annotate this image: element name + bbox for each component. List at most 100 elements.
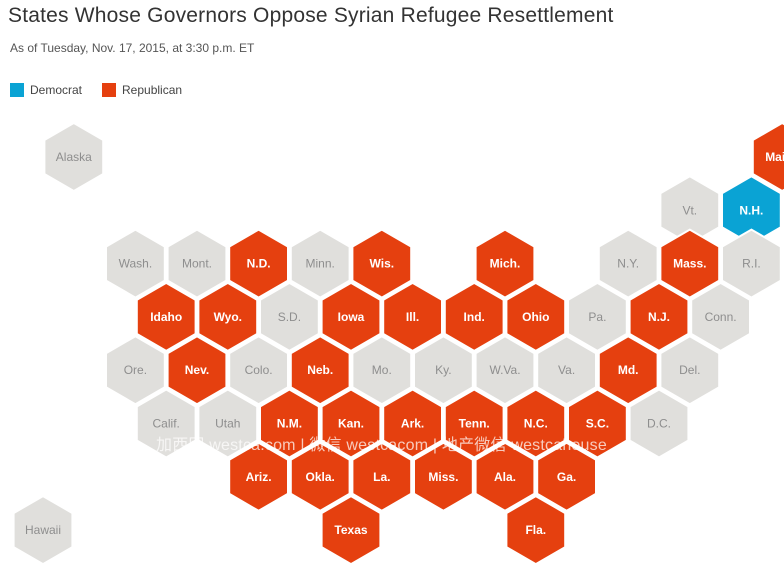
state-label: Ariz. — [246, 470, 272, 484]
state-hex — [443, 388, 505, 459]
state-hex — [659, 228, 721, 299]
state-tile-maine: Maine — [751, 121, 784, 193]
state-hex — [567, 281, 628, 353]
state-label: Va. — [558, 363, 575, 377]
state-label: Ill. — [406, 310, 419, 324]
state-tile-mich: Mich. — [474, 228, 536, 299]
state-hex — [43, 121, 105, 193]
state-label: Mont. — [182, 257, 212, 271]
state-hex — [536, 335, 597, 406]
state-label: Md. — [618, 363, 639, 377]
state-hex — [228, 441, 289, 512]
state-hex — [228, 228, 289, 299]
state-tile-pa: Pa. — [567, 281, 628, 353]
state-tile-n-c: N.C. — [505, 388, 567, 459]
state-tile-va: Va. — [536, 335, 597, 406]
state-label: Ga. — [557, 470, 576, 484]
state-label: S.D. — [278, 310, 301, 324]
state-hex — [351, 441, 413, 512]
state-hex — [413, 441, 474, 512]
state-label: Maine — [765, 150, 784, 164]
state-label: Ore. — [124, 363, 147, 377]
state-hex — [289, 441, 351, 512]
republican-legend-label: Republican — [122, 83, 183, 97]
state-label: Kan. — [338, 417, 364, 431]
state-tile-iowa: Iowa — [320, 281, 382, 353]
state-tile-r-i: R.I. — [721, 228, 782, 299]
state-tile-conn: Conn. — [690, 281, 751, 353]
state-tile-nev: Nev. — [166, 335, 228, 406]
state-label: N.J. — [648, 310, 670, 324]
state-label: R.I. — [742, 257, 761, 271]
state-hex — [135, 388, 197, 459]
state-label: Ohio — [522, 310, 549, 324]
chart-subtitle: As of Tuesday, Nov. 17, 2015, at 3:30 p.… — [10, 41, 255, 55]
state-tile-ill: Ill. — [382, 281, 443, 353]
state-label: Neb. — [307, 363, 333, 377]
state-label: Okla. — [306, 470, 335, 484]
state-label: Conn. — [705, 310, 737, 324]
state-label: Wash. — [119, 257, 153, 271]
state-label: Fla. — [525, 523, 546, 537]
state-tile-fla: Fla. — [505, 494, 567, 566]
state-hex — [12, 494, 74, 566]
state-tile-ariz: Ariz. — [228, 441, 289, 512]
state-hex — [690, 281, 751, 353]
state-label: Ind. — [464, 310, 485, 324]
state-tile-alaska: Alaska — [43, 121, 105, 193]
state-hex — [351, 335, 413, 406]
state-label: N.M. — [277, 417, 302, 431]
state-tile-s-d: S.D. — [259, 281, 320, 353]
state-hex — [505, 281, 567, 353]
republican-swatch — [102, 83, 116, 97]
chart-title: States Whose Governors Oppose Syrian Ref… — [8, 4, 614, 27]
state-tile-colo: Colo. — [228, 335, 289, 406]
state-hex — [320, 281, 382, 353]
state-tile-ala: Ala. — [474, 441, 536, 512]
state-tile-calif: Calif. — [135, 388, 197, 459]
state-tile-n-j: N.J. — [628, 281, 690, 353]
state-hex — [413, 335, 474, 406]
state-hex — [536, 441, 597, 512]
state-label: N.H. — [739, 203, 763, 217]
state-tile-d-c: D.C. — [628, 388, 690, 459]
state-label: Calif. — [153, 417, 180, 431]
state-tile-idaho: Idaho — [135, 281, 197, 353]
state-label: Ky. — [435, 363, 451, 377]
state-label: Idaho — [150, 310, 182, 324]
state-hex — [505, 388, 567, 459]
state-hex — [751, 121, 784, 193]
state-hex — [382, 281, 443, 353]
state-hex — [443, 281, 505, 353]
state-label: Utah — [215, 417, 240, 431]
state-label: Hawaii — [25, 523, 61, 537]
state-label: Iowa — [338, 310, 365, 324]
state-hex — [721, 228, 782, 299]
state-tile-ky: Ky. — [413, 335, 474, 406]
state-label: N.D. — [247, 257, 271, 271]
state-label: N.Y. — [617, 257, 639, 271]
state-tile-wyo: Wyo. — [197, 281, 259, 353]
state-tile-del: Del. — [659, 335, 721, 406]
state-tile-hawaii: Hawaii — [12, 494, 74, 566]
state-label: W.Va. — [489, 363, 520, 377]
state-tile-kan: Kan. — [320, 388, 382, 459]
state-tile-utah: Utah — [197, 388, 259, 459]
state-tile-wis: Wis. — [351, 228, 413, 299]
state-hex — [474, 228, 536, 299]
state-tile-ga: Ga. — [536, 441, 597, 512]
state-tile-md: Md. — [597, 335, 659, 406]
state-tile-la: La. — [351, 441, 413, 512]
state-hex — [351, 228, 413, 299]
state-hex — [166, 228, 228, 299]
state-hex — [259, 388, 320, 459]
state-label: Mich. — [490, 257, 521, 271]
state-hex — [320, 494, 382, 566]
state-tile-miss: Miss. — [413, 441, 474, 512]
state-hex — [197, 281, 259, 353]
state-label: La. — [373, 470, 390, 484]
state-label: Tenn. — [459, 417, 490, 431]
state-hex — [474, 441, 536, 512]
state-tile-tenn: Tenn. — [443, 388, 505, 459]
state-label: Texas — [334, 523, 367, 537]
